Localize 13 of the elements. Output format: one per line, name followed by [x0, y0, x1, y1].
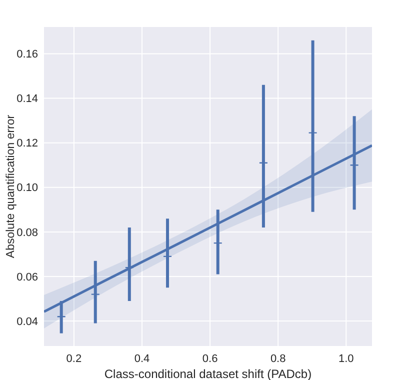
x-tick-label: 1.0	[338, 353, 354, 365]
y-tick-label: 0.10	[16, 182, 38, 194]
y-tick-label: 0.12	[16, 138, 38, 150]
y-tick-label: 0.14	[16, 93, 38, 106]
x-tick-label: 0.6	[202, 353, 218, 365]
x-tick-label: 0.8	[270, 353, 286, 365]
y-axis-title: Absolute quantification error	[5, 114, 18, 258]
y-tick-label: 0.16	[16, 48, 38, 61]
y-tick-label: 0.04	[16, 316, 38, 328]
x-tick-label: 0.2	[66, 353, 82, 365]
x-tick-label: 0.4	[134, 353, 150, 365]
y-tick-label: 0.06	[16, 271, 38, 284]
y-tick-label: 0.08	[16, 226, 38, 239]
